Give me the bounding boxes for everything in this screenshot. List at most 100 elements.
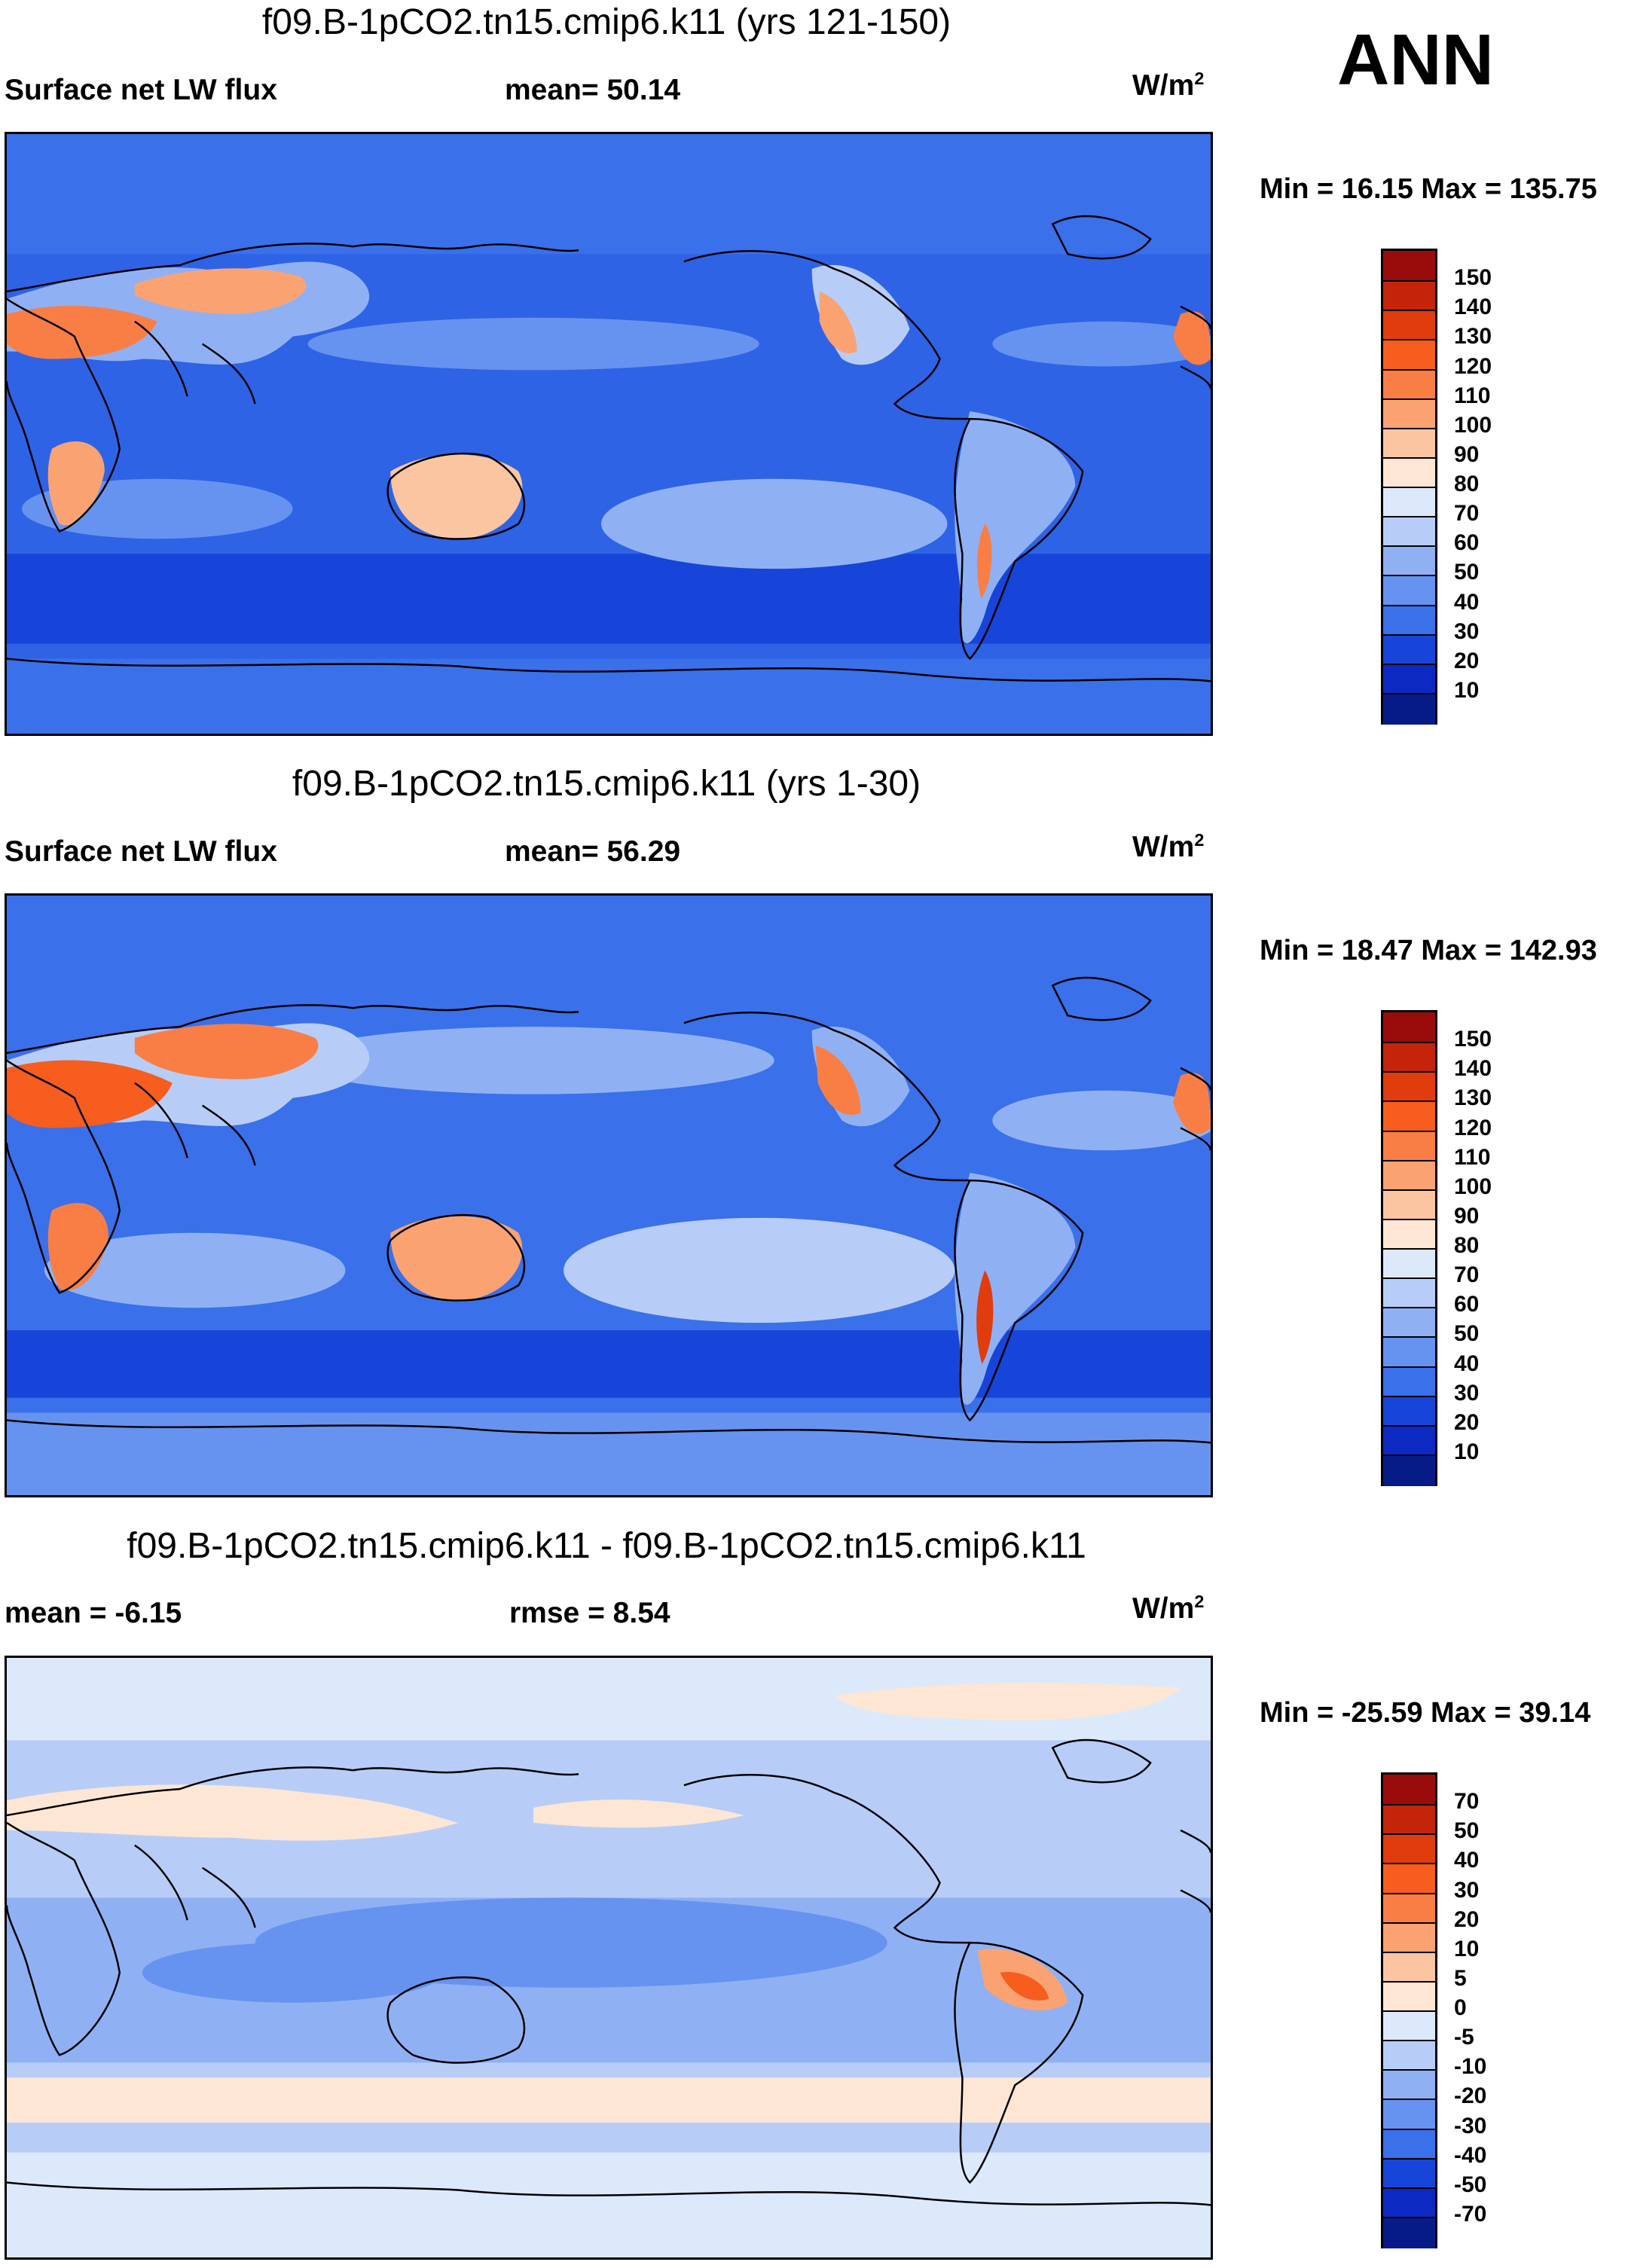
west-africa-edge-hotspot (1173, 311, 1211, 365)
sw-north-america-hotspot (819, 291, 857, 354)
australia-land (390, 1216, 523, 1301)
colorbar-tick-label: 80 (1454, 1233, 1480, 1258)
colorbar-swatch (1383, 1980, 1435, 2013)
colorbar-swatch (1383, 1833, 1435, 1865)
colorbar-swatch (1383, 456, 1435, 489)
colorbar-swatch (1383, 575, 1435, 606)
panel-3-title: f09.B-1pCO2.tn15.cmip6.k11 - f09.B-1pCO2… (127, 1526, 1086, 1566)
panel-2-colorbar (1381, 1010, 1437, 1486)
colorbar-swatch (1383, 427, 1435, 459)
colorbar-swatch (1383, 1071, 1435, 1103)
colorbar-swatch (1383, 2069, 1435, 2101)
south-pacific-high (601, 478, 948, 569)
colorbar-swatch (1383, 1863, 1435, 1894)
colorbar-swatch (1383, 487, 1435, 518)
colorbar-tick-label: 70 (1454, 501, 1480, 527)
colorbar-tick-label: -10 (1454, 2054, 1487, 2080)
southern-positive-band (7, 2077, 1211, 2123)
amazon-peak (1000, 1971, 1049, 2001)
south-pacific-high (564, 1217, 955, 1323)
colorbar-swatch (1383, 1424, 1435, 1457)
indian-ocean-minimum (142, 1943, 444, 2003)
colorbar-tick-label: 140 (1454, 1056, 1492, 1082)
colorbar-swatch (1383, 1159, 1435, 1192)
north-atlantic-band (992, 321, 1211, 367)
colorbar-tick-label: 40 (1454, 589, 1480, 615)
colorbar-tick-label: 120 (1454, 1115, 1492, 1140)
colorbar-tick-label: 130 (1454, 1085, 1492, 1111)
colorbar-swatch (1383, 251, 1435, 281)
north-pacific-band (307, 317, 759, 371)
colorbar-tick-label: 140 (1454, 295, 1492, 320)
colorbar-swatch (1383, 1042, 1435, 1073)
colorbar-swatch (1383, 1366, 1435, 1398)
colorbar-swatch (1383, 1892, 1435, 1925)
colorbar-tick-label: -50 (1454, 2172, 1487, 2197)
colorbar-tick-label: -70 (1454, 2201, 1487, 2227)
colorbar-tick-label: 5 (1454, 1965, 1467, 1991)
southern-ocean-band (7, 554, 1211, 644)
panel-3-map (5, 1656, 1213, 2260)
colorbar-tick-label: -5 (1454, 2025, 1474, 2050)
panel-2-map (5, 893, 1213, 1497)
panel-1-colorbar (1381, 249, 1437, 725)
colorbar-tick-label: -20 (1454, 2083, 1487, 2109)
colorbar-swatch (1383, 1804, 1435, 1836)
west-africa-edge-hotspot (1173, 1073, 1211, 1134)
antarctic-band (7, 1412, 1211, 1495)
colorbar-tick-label: 30 (1454, 1380, 1480, 1406)
colorbar-swatch (1383, 1100, 1435, 1132)
panel-1-title: f09.B-1pCO2.tn15.cmip6.k11 (yrs 121-150) (261, 2, 951, 42)
coastlines (7, 976, 1211, 1444)
south-indian-band (44, 1232, 346, 1308)
panel-1-map (5, 132, 1213, 736)
colorbar-swatch (1383, 310, 1435, 341)
colorbar-swatch (1383, 1130, 1435, 1162)
colorbar-tick-label: 130 (1454, 324, 1492, 350)
colorbar-swatch (1383, 2157, 1435, 2190)
greenland-positive (834, 1683, 1181, 1721)
colorbar-swatch (1383, 516, 1435, 548)
colorbar-tick-label: 40 (1454, 1351, 1480, 1376)
colorbar-swatch (1383, 2040, 1435, 2071)
north-pacific-band (292, 1027, 774, 1094)
colorbar-tick-label: 20 (1454, 648, 1480, 673)
panel-3-colorbar (1381, 1772, 1437, 2248)
colorbar-swatch (1383, 663, 1435, 695)
colorbar-swatch (1383, 692, 1435, 725)
colorbar-tick-label: 70 (1454, 1262, 1480, 1288)
colorbar-swatch (1383, 280, 1435, 312)
colorbar-swatch (1383, 1012, 1435, 1042)
colorbar-tick-label: 30 (1454, 1877, 1480, 1903)
colorbar-tick-label: 150 (1454, 1027, 1492, 1052)
colorbar-tick-label: 10 (1454, 1439, 1480, 1464)
colorbar-tick-label: 90 (1454, 1203, 1480, 1229)
southern-ocean-band (7, 1330, 1211, 1398)
colorbar-swatch (1383, 2099, 1435, 2130)
antarctic-band (7, 2152, 1211, 2257)
colorbar-tick-label: 60 (1454, 1292, 1480, 1317)
central-asia-hotspot (134, 1024, 319, 1079)
colorbar-tick-label: 70 (1454, 1789, 1480, 1815)
colorbar-tick-label: 20 (1454, 1409, 1480, 1435)
antarctic-band (7, 658, 1211, 734)
colorbar-swatch (1383, 2216, 1435, 2248)
colorbar-tick-label: 60 (1454, 530, 1480, 556)
panel-1-variable-label: Surface net LW flux (5, 74, 277, 106)
colorbar-tick-label: 0 (1454, 1995, 1467, 2020)
panel-1-minmax-label: Min = 16.15 Max = 135.75 (1260, 173, 1597, 205)
panel-2-variable-label: Surface net LW flux (5, 835, 277, 868)
colorbar-swatch (1383, 2010, 1435, 2042)
colorbar-swatch (1383, 1922, 1435, 1954)
andes-hotspot (976, 524, 992, 599)
panel-3-map-svg (7, 1658, 1211, 2257)
colorbar-tick-label: 50 (1454, 560, 1480, 585)
colorbar-tick-label: 50 (1454, 1321, 1480, 1347)
panel-1-map-svg (7, 134, 1211, 734)
colorbar-swatch (1383, 1775, 1435, 1805)
northern-ocean-band (7, 134, 1211, 255)
panel-2-units-label: W/m2 (1132, 830, 1205, 863)
southern-africa-hotspot (47, 1203, 108, 1291)
colorbar-swatch (1383, 368, 1435, 401)
colorbar-tick-label: 40 (1454, 1848, 1480, 1873)
